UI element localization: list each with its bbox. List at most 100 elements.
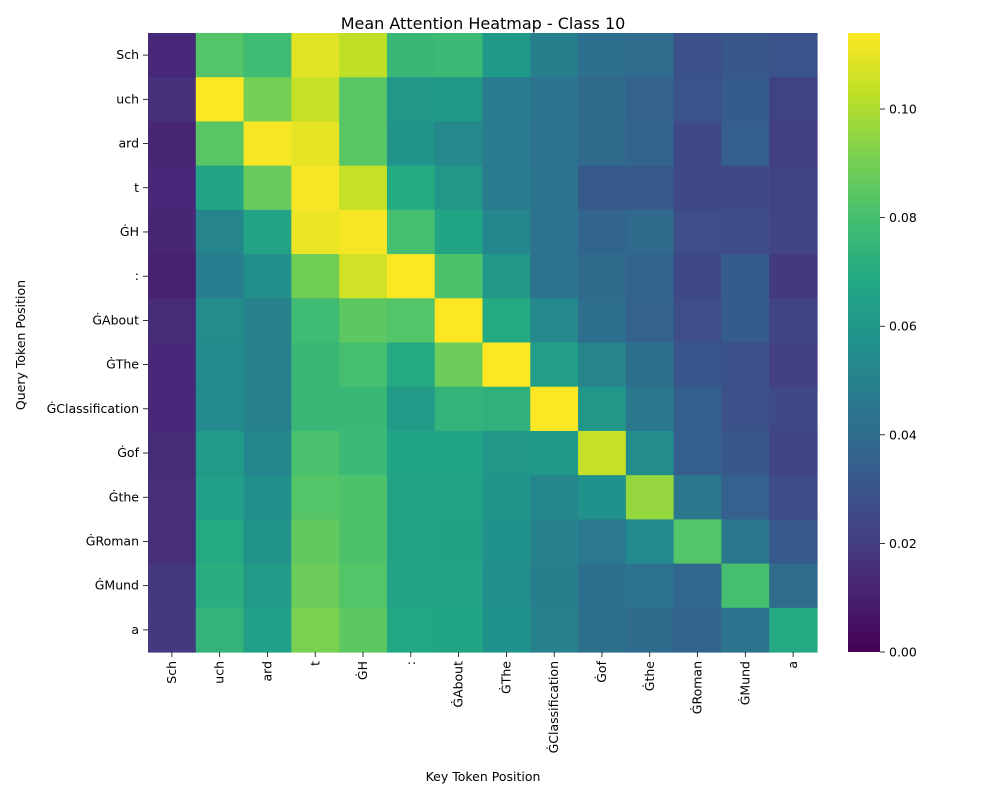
heatmap-cell <box>291 254 340 299</box>
heatmap-cell <box>291 33 340 78</box>
heatmap-cell <box>243 254 292 299</box>
heatmap-cell <box>673 165 723 211</box>
heatmap-cell <box>291 475 340 520</box>
heatmap-cell <box>195 475 245 520</box>
heatmap-cell <box>578 430 627 476</box>
heatmap-cell <box>434 475 484 520</box>
heatmap-cell <box>482 121 531 167</box>
heatmap-cell <box>769 33 818 78</box>
colorbar-tick-label: 0.10 <box>889 102 917 117</box>
y-tick-label: Ġthe <box>109 488 140 504</box>
heatmap-cell <box>243 475 292 520</box>
heatmap-cell <box>434 342 484 388</box>
heatmap-cell <box>291 298 340 344</box>
heatmap-cell <box>243 121 292 167</box>
heatmap-cell <box>148 121 197 167</box>
heatmap-cell <box>769 254 818 299</box>
heatmap-cell <box>339 430 388 476</box>
y-tick-label: a <box>131 622 139 637</box>
heatmap-cell <box>673 386 723 432</box>
heatmap-cell <box>339 77 388 123</box>
heatmap-cell <box>673 519 723 565</box>
heatmap-cell <box>578 121 627 167</box>
heatmap-cell <box>148 386 197 432</box>
y-axis-label: Query Token Position <box>13 280 28 410</box>
y-axis-ticks: Sch uch ard t ĠH: ĠAbout ĠThe ĠClassification Ġo… <box>47 47 148 637</box>
x-tick-label: a <box>785 661 800 669</box>
heatmap-cell <box>769 475 818 520</box>
heatmap-cell <box>434 121 484 167</box>
x-tick-label: uch <box>212 661 227 684</box>
heatmap-cell <box>148 77 197 123</box>
y-tick-label: ĠH <box>120 223 139 239</box>
heatmap-cell <box>625 33 675 78</box>
colorbar <box>848 33 880 652</box>
heatmap-cell <box>530 254 579 299</box>
x-tick-label: ĠMund <box>736 661 752 705</box>
heatmap-cell <box>769 77 818 123</box>
heatmap-cell <box>148 342 197 388</box>
heatmap-cell <box>434 77 484 123</box>
heatmap-cell <box>530 342 579 388</box>
heatmap-cell <box>769 430 818 476</box>
heatmap-cell <box>625 519 675 565</box>
heatmap-cell <box>625 386 675 432</box>
heatmap-cell <box>769 209 818 255</box>
heatmap-cell <box>148 475 197 520</box>
heatmap-cell <box>721 475 770 520</box>
heatmap-cell <box>673 33 723 78</box>
heatmap-cell <box>578 254 627 299</box>
heatmap-cell <box>530 121 579 167</box>
heatmap-cell <box>434 519 484 565</box>
heatmap-cell <box>195 519 245 565</box>
x-axis-ticks: Sch uch ard t ĠH: ĠAbout ĠThe ĠClassification Ġo… <box>164 652 800 753</box>
heatmap-cell <box>578 475 627 520</box>
colorbar-tick-label: 0.02 <box>889 536 917 551</box>
heatmap-cell <box>195 254 245 299</box>
heatmap-cell <box>291 563 340 609</box>
heatmap-cell <box>243 607 292 653</box>
heatmap-cell <box>291 165 340 211</box>
heatmap-cell <box>578 386 627 432</box>
colorbar-tick-label: 0.06 <box>889 319 917 334</box>
heatmap-cell <box>530 519 579 565</box>
heatmap-cell <box>530 607 579 653</box>
heatmap-cell <box>625 77 675 123</box>
heatmap-cell <box>721 386 770 432</box>
heatmap-cell <box>673 121 723 167</box>
heatmap-cell <box>195 342 245 388</box>
heatmap-cell <box>673 342 723 388</box>
heatmap-cell <box>434 386 484 432</box>
heatmap-cell <box>148 254 197 299</box>
heatmap-cell <box>625 475 675 520</box>
y-tick-label: ard <box>118 136 139 151</box>
heatmap-cell <box>625 121 675 167</box>
heatmap-cell <box>625 563 675 609</box>
heatmap-cell <box>148 33 197 78</box>
heatmap-cell <box>721 519 770 565</box>
heatmap-cell <box>148 165 197 211</box>
heatmap-cell <box>578 165 627 211</box>
heatmap-cell <box>195 33 245 78</box>
heatmap-cell <box>195 386 245 432</box>
chart-title: Mean Attention Heatmap - Class 10 <box>341 14 626 33</box>
heatmap-cell <box>482 519 531 565</box>
heatmap-cell <box>769 386 818 432</box>
heatmap-cell <box>148 519 197 565</box>
y-tick-label: ĠThe <box>106 356 139 372</box>
heatmap-cell <box>578 77 627 123</box>
heatmap-cell <box>625 607 675 653</box>
heatmap-cell <box>148 430 197 476</box>
x-tick-label: Ġthe <box>641 661 657 692</box>
y-tick-label: Ġof <box>117 444 139 460</box>
heatmap-cell <box>673 607 723 653</box>
heatmap-cell <box>482 165 531 211</box>
heatmap-cell <box>625 430 675 476</box>
heatmap-cell <box>339 254 388 299</box>
heatmap-cell <box>482 298 531 344</box>
heatmap-cell <box>195 298 245 344</box>
heatmap-cell <box>386 298 436 344</box>
heatmap-cell <box>625 165 675 211</box>
heatmap-cell <box>243 33 292 78</box>
